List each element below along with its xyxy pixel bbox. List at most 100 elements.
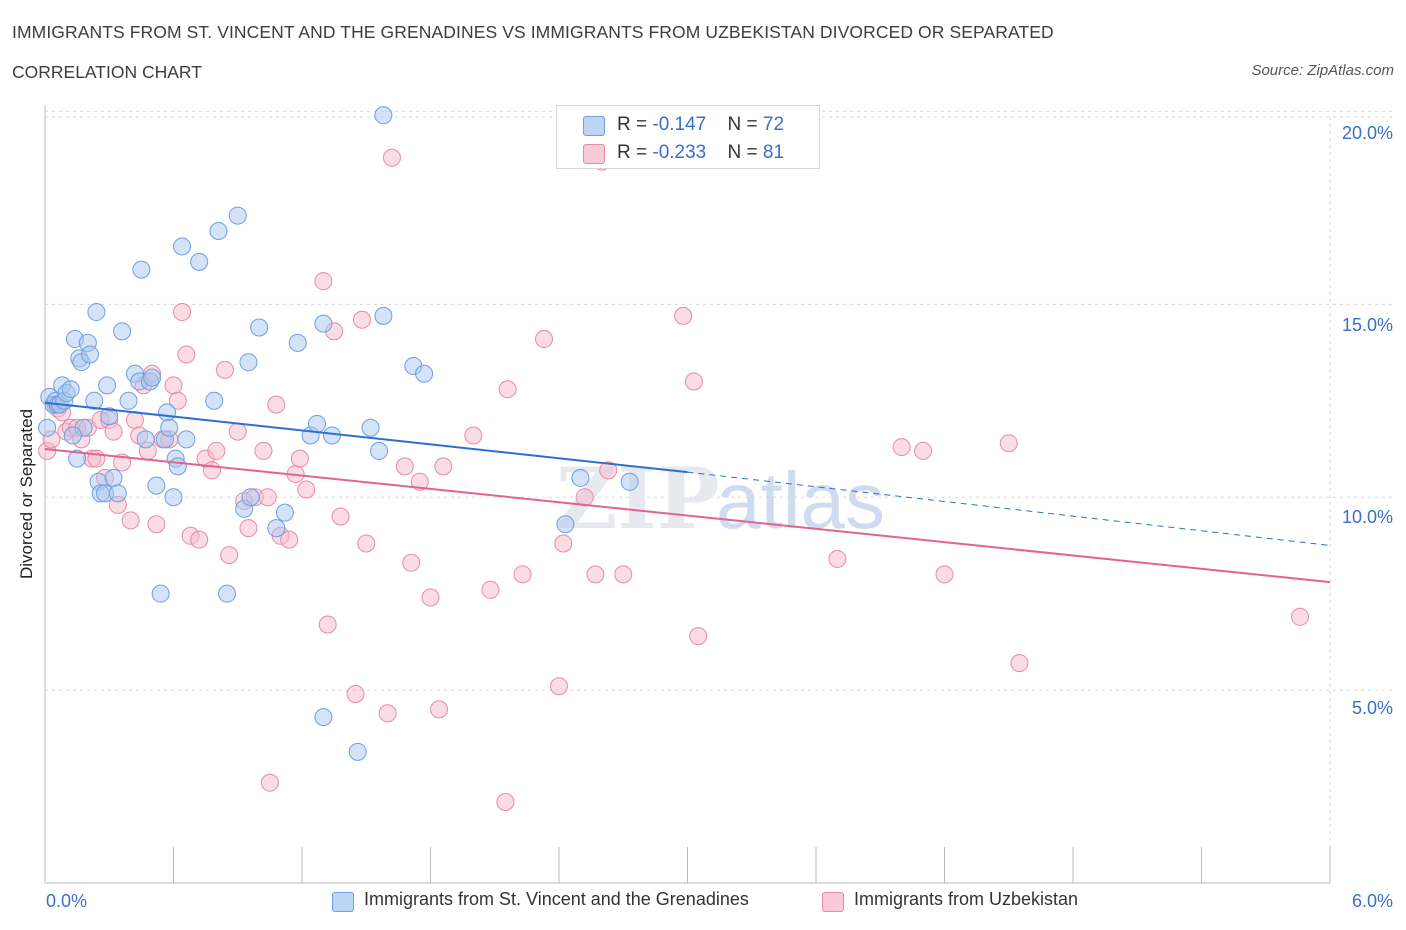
- n-value-pink: 81: [762, 142, 785, 163]
- point-stvincent: [147, 476, 166, 495]
- watermark-atlas: atlas: [716, 456, 885, 545]
- point-uzbekistan: [674, 306, 693, 325]
- point-uzbekistan: [481, 580, 500, 599]
- point-stvincent: [68, 449, 87, 468]
- point-uzbekistan: [1291, 607, 1310, 626]
- point-uzbekistan: [434, 457, 453, 476]
- blue-swatch: [583, 116, 605, 136]
- trend-line-uzbekistan: [44, 447, 1331, 584]
- y-tick-15: 15.0%: [1341, 315, 1393, 335]
- point-uzbekistan: [258, 488, 277, 507]
- watermark: ZIP atlas: [556, 449, 885, 548]
- point-stvincent: [370, 441, 389, 460]
- point-stvincent: [361, 418, 380, 437]
- y-tick-5: 5.0%: [1351, 698, 1393, 718]
- point-uzbekistan: [260, 773, 279, 792]
- point-uzbekistan: [554, 534, 573, 553]
- point-uzbekistan: [498, 380, 517, 399]
- point-stvincent: [113, 322, 132, 341]
- point-stvincent: [173, 237, 192, 256]
- point-uzbekistan: [550, 677, 568, 696]
- point-stvincent: [348, 742, 367, 761]
- point-uzbekistan: [464, 426, 483, 445]
- n-label: N =: [727, 114, 763, 135]
- point-stvincent: [151, 584, 170, 603]
- point-stvincent: [168, 457, 187, 476]
- point-stvincent: [160, 418, 179, 437]
- point-uzbekistan: [535, 330, 554, 349]
- point-stvincent: [307, 414, 326, 433]
- point-uzbekistan: [318, 615, 337, 634]
- x-tick-left: 0.0%: [46, 891, 88, 911]
- point-stvincent: [132, 260, 151, 279]
- point-uzbekistan: [496, 792, 515, 811]
- n-value-blue: 72: [762, 114, 785, 135]
- point-stvincent: [239, 353, 258, 372]
- point-uzbekistan: [999, 434, 1018, 453]
- point-uzbekistan: [586, 565, 605, 584]
- point-uzbekistan: [892, 438, 911, 457]
- point-stvincent: [108, 484, 127, 503]
- y-tick-20: 20.0%: [1341, 123, 1393, 143]
- point-uzbekistan: [104, 422, 123, 441]
- series-stvincent-points: [38, 106, 639, 761]
- chart-subtitle: CORRELATION CHART: [12, 62, 202, 82]
- r-value-pink: -0.233: [652, 142, 707, 163]
- point-stvincent: [87, 303, 106, 322]
- point-uzbekistan: [382, 148, 401, 167]
- point-uzbekistan: [173, 303, 192, 322]
- legend-swatch-pink: [822, 892, 844, 912]
- point-stvincent: [100, 407, 119, 426]
- point-uzbekistan: [402, 553, 421, 572]
- point-stvincent: [314, 314, 333, 333]
- point-uzbekistan: [190, 530, 209, 549]
- point-uzbekistan: [914, 441, 933, 460]
- point-stvincent: [314, 708, 333, 727]
- n-label: N =: [727, 142, 763, 163]
- point-stvincent: [205, 391, 224, 410]
- point-uzbekistan: [121, 511, 140, 530]
- point-stvincent: [158, 403, 177, 422]
- point-uzbekistan: [239, 519, 258, 538]
- point-stvincent: [267, 519, 286, 538]
- point-uzbekistan: [177, 345, 196, 364]
- point-uzbekistan: [689, 627, 708, 646]
- point-uzbekistan: [614, 565, 633, 584]
- legend-label-stvincent: Immigrants from St. Vincent and the Gren…: [364, 889, 749, 909]
- stats-legend: R = -0.147 N = 72 R = -0.233 N = 81: [556, 105, 820, 169]
- point-uzbekistan: [168, 391, 187, 410]
- point-stvincent: [415, 364, 434, 383]
- point-stvincent: [119, 391, 138, 410]
- point-stvincent: [288, 333, 307, 352]
- point-uzbekistan: [378, 704, 397, 723]
- point-uzbekistan: [228, 422, 247, 441]
- point-stvincent: [571, 468, 590, 487]
- point-uzbekistan: [297, 480, 316, 499]
- point-stvincent: [177, 430, 196, 449]
- x-tick-right: 6.0%: [1351, 891, 1393, 911]
- point-uzbekistan: [1010, 654, 1029, 673]
- point-stvincent: [275, 503, 294, 522]
- point-stvincent: [164, 488, 183, 507]
- point-uzbekistan: [935, 565, 954, 584]
- y-tick-10: 10.0%: [1341, 507, 1393, 527]
- r-label: R =: [617, 142, 653, 163]
- point-uzbekistan: [125, 411, 144, 430]
- point-uzbekistan: [410, 472, 429, 491]
- legend-swatch-blue: [332, 892, 354, 912]
- point-uzbekistan: [421, 588, 440, 607]
- point-uzbekistan: [314, 272, 333, 291]
- point-stvincent: [80, 345, 99, 364]
- point-stvincent: [190, 252, 209, 271]
- point-stvincent: [241, 488, 260, 507]
- point-uzbekistan: [352, 310, 371, 329]
- point-uzbekistan: [430, 700, 449, 719]
- point-stvincent: [322, 426, 341, 445]
- point-uzbekistan: [267, 395, 286, 414]
- point-uzbekistan: [395, 457, 414, 476]
- point-stvincent: [250, 318, 269, 337]
- point-stvincent: [374, 106, 393, 125]
- point-uzbekistan: [87, 449, 106, 468]
- trend-line-stvincent-extension: [687, 471, 1331, 546]
